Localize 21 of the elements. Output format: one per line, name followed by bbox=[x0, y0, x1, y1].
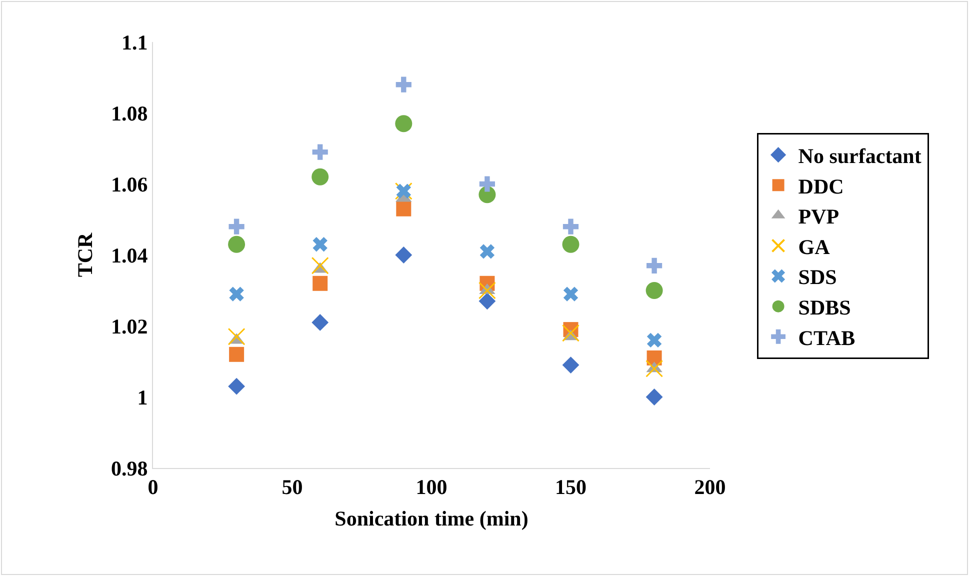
legend-label: DDC bbox=[798, 174, 844, 198]
y-tick-label: 1.06 bbox=[111, 172, 148, 196]
x-axis-title: Sonication time (min) bbox=[334, 506, 528, 530]
y-tick-label: 1.02 bbox=[111, 314, 148, 338]
legend-label: PVP bbox=[798, 204, 840, 229]
legend-label: SDS bbox=[798, 265, 837, 290]
y-tick-label: 1.1 bbox=[122, 30, 148, 54]
y-tick-label: 0.98 bbox=[111, 456, 148, 480]
legend-label: CTAB bbox=[798, 326, 856, 350]
x-tick-label: 50 bbox=[282, 475, 303, 500]
y-tick-label: 1.04 bbox=[111, 243, 148, 268]
x-tick-label: 100 bbox=[416, 475, 448, 500]
y-axis-title: TCR bbox=[73, 232, 98, 278]
x-tick-label: 200 bbox=[694, 475, 726, 500]
legend-label: SDBS bbox=[798, 296, 851, 320]
legend-label: No surfactant bbox=[798, 144, 922, 168]
y-tick-label: 1.08 bbox=[111, 101, 148, 126]
x-tick-label: 150 bbox=[555, 475, 586, 500]
x-tick-label: 0 bbox=[148, 475, 158, 500]
y-tick-label: 1 bbox=[137, 385, 148, 410]
legend-label: GA bbox=[798, 234, 831, 259]
